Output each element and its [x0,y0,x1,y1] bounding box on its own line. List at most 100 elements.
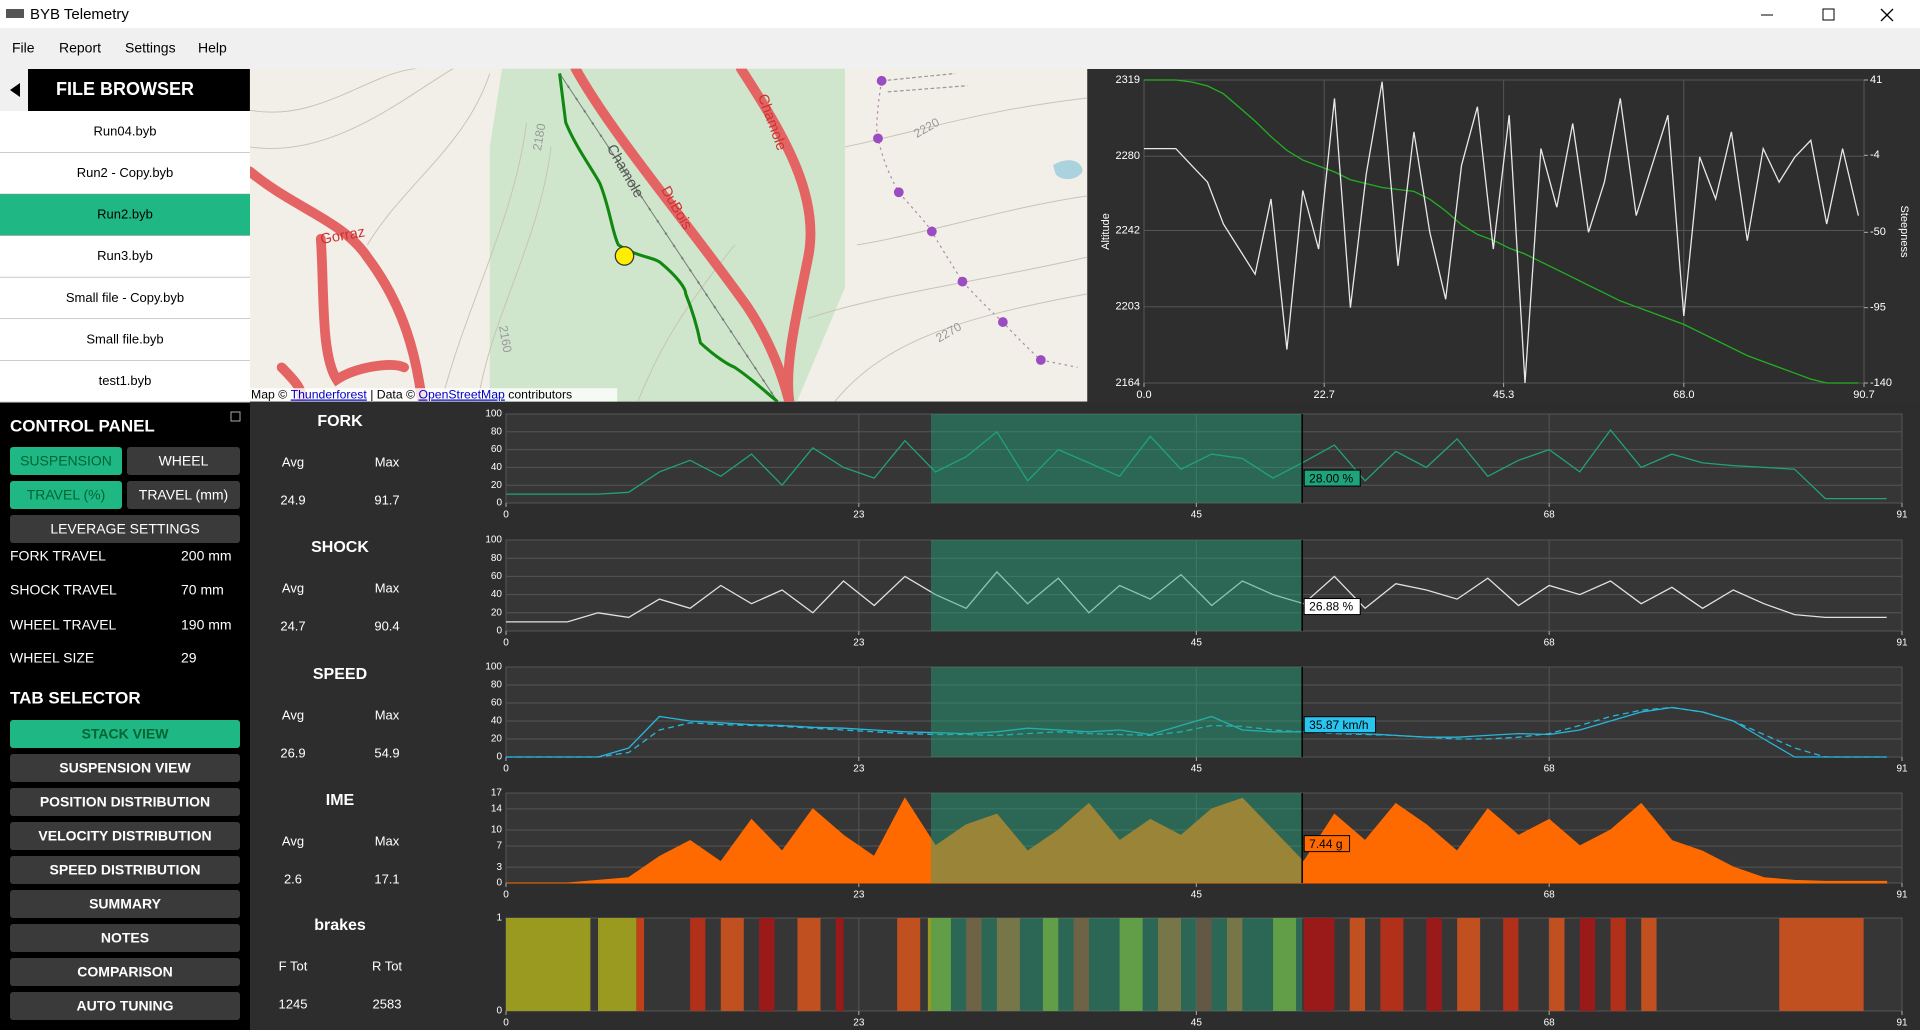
undock-button[interactable] [230,411,241,422]
setting-label: FORK TRAVEL [10,548,106,564]
tab-button[interactable] [10,856,240,884]
tab-button[interactable] [10,788,240,816]
toggle-button[interactable] [10,515,240,543]
tab-button[interactable] [10,822,240,850]
tab-label[interactable]: NOTES [101,930,149,946]
file-row[interactable] [0,277,250,319]
file-row[interactable] [0,111,250,153]
tab-button[interactable] [10,924,240,952]
stat-label: Avg [282,833,304,848]
button-label[interactable]: WHEEL [159,453,209,469]
y-tick-label: 20 [491,480,503,491]
attribution-text: Map © [251,388,287,402]
toggle-button[interactable] [10,481,122,509]
stat-value: 2.6 [284,871,302,886]
tab-selector-title: TAB SELECTOR [10,688,141,707]
close-button[interactable] [1880,8,1894,22]
x-tick-label: 0.0 [1136,389,1151,401]
file-name[interactable]: test1.byb [99,373,152,388]
selection-region [930,667,1303,757]
stat-value: 17.1 [374,871,399,886]
tab-button[interactable] [10,890,240,918]
y-tick-label: 0 [496,626,502,637]
y-tick-label: 2203 [1116,301,1140,313]
file-name[interactable]: Small file.byb [86,331,163,346]
menu-item[interactable]: Settings [125,40,176,56]
y-tick-label: 0 [496,878,502,889]
tab-label[interactable]: SPEED DISTRIBUTION [50,862,201,878]
tab-button[interactable] [10,958,240,986]
stat-title: brakes [314,917,366,934]
stat-label: Max [375,833,400,848]
x-tick-label: 45 [1191,890,1203,901]
brake-segment [1579,918,1596,1011]
menu-item[interactable]: File [12,40,35,56]
brake-segment [1349,918,1366,1011]
brake-segment [1426,918,1442,1011]
stat-title: SPEED [313,666,367,683]
tab-label[interactable]: STACK VIEW [82,726,170,742]
file-name[interactable]: Small file - Copy.byb [66,290,184,305]
setting-label: WHEEL TRAVEL [10,617,117,633]
button-label[interactable]: TRAVEL (mm) [139,487,228,503]
brake-segment [1157,918,1181,1011]
file-browser-title: FILE BROWSER [56,79,194,99]
brake-segment [1380,918,1404,1011]
button-label[interactable]: SUSPENSION [20,453,112,469]
brake-segment [797,918,821,1011]
brake-segment [1073,918,1089,1011]
cursor-label-box [1303,835,1351,853]
x-tick-label: 45.3 [1493,389,1514,401]
file-row[interactable] [0,235,250,278]
stat-value: 26.9 [280,745,305,760]
file-name[interactable]: Run2.byb [97,207,153,222]
y-tick-label: 2164 [1116,377,1140,389]
x-tick-label: 23 [853,638,865,649]
stat-title: FORK [317,413,363,430]
collapse-button[interactable] [10,83,20,97]
tab-label[interactable]: SUSPENSION VIEW [59,760,191,776]
toggle-button[interactable] [127,447,240,475]
brake-segment [506,918,591,1011]
tab-button[interactable] [10,992,240,1020]
restore-button[interactable] [1822,8,1835,21]
selection-region [930,918,1303,1011]
line [1144,79,1859,384]
toggle-button[interactable] [10,447,122,475]
stat-label: Avg [282,454,304,469]
file-name[interactable]: Run04.byb [94,123,157,138]
file-row[interactable] [0,152,250,195]
y-tick-label: 20 [491,734,503,745]
tab-label[interactable]: SUMMARY [89,896,161,912]
tab-button[interactable] [10,754,240,782]
tab-label[interactable]: POSITION DISTRIBUTION [40,794,210,810]
menu-item[interactable]: Help [198,40,227,56]
map[interactable]: Chamole DuBois Chamole Gorraz 2220 2270 … [249,68,1088,405]
attribution-text: | Data © [370,388,415,402]
toggle-button[interactable] [127,481,240,509]
tab-label[interactable]: COMPARISON [77,964,172,980]
file-row[interactable] [0,360,250,403]
y-tick-label: 2319 [1116,74,1140,86]
x-tick-label: 22.7 [1313,389,1334,401]
tab-label[interactable]: AUTO TUNING [77,998,174,1014]
map-label: Gorraz [319,224,366,248]
y-tick-label: 60 [491,444,503,455]
tab-button[interactable] [10,720,240,748]
file-name[interactable]: Run3.byb [97,248,153,263]
menu-item[interactable]: Report [59,40,101,56]
button-label[interactable]: TRAVEL (%) [27,487,106,503]
button-label[interactable]: LEVERAGE SETTINGS [50,521,199,537]
line [506,706,1887,758]
tab-label[interactable]: VELOCITY DISTRIBUTION [38,828,211,844]
file-row[interactable] [0,319,250,361]
x-tick-label: 0 [503,510,509,521]
file-name[interactable]: Run2 - Copy.byb [77,165,174,180]
attribution-link[interactable]: OpenStreetMap [418,388,505,402]
brake-segment [1273,918,1297,1011]
stat-label: F Tot [279,958,308,973]
file-browser-header [28,69,250,111]
file-row[interactable] [0,194,250,236]
attribution-link[interactable]: Thunderforest [291,388,368,402]
